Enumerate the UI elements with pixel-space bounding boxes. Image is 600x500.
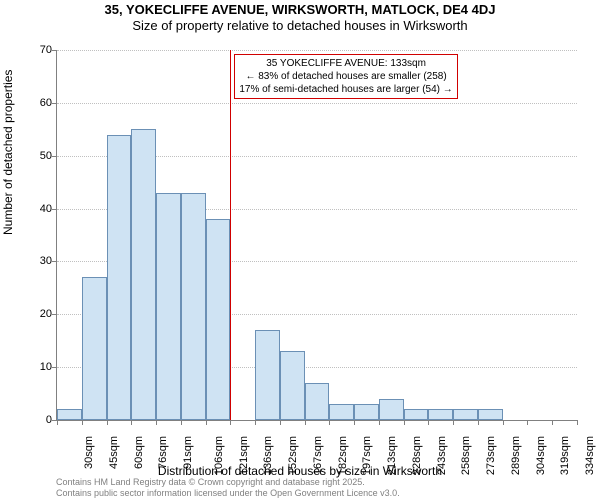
xtick-mark bbox=[379, 420, 380, 425]
gridline bbox=[57, 50, 577, 51]
histogram-bar bbox=[453, 409, 478, 420]
histogram-bar bbox=[280, 351, 305, 420]
footer-line2: Contains public sector information licen… bbox=[56, 488, 400, 499]
ytick-label: 50 bbox=[12, 150, 52, 162]
xtick-mark bbox=[527, 420, 528, 425]
gridline bbox=[57, 103, 577, 104]
xtick-mark bbox=[428, 420, 429, 425]
ytick-mark bbox=[52, 50, 57, 51]
xtick-mark bbox=[82, 420, 83, 425]
histogram-bar bbox=[428, 409, 453, 420]
plot-area: 35 YOKECLIFFE AVENUE: 133sqm← 83% of det… bbox=[56, 50, 577, 421]
xtick-mark bbox=[453, 420, 454, 425]
chart-subtitle: Size of property relative to detached ho… bbox=[0, 18, 600, 33]
histogram-bar bbox=[255, 330, 280, 420]
xtick-mark bbox=[478, 420, 479, 425]
xtick-mark bbox=[255, 420, 256, 425]
xtick-mark bbox=[329, 420, 330, 425]
chart-title: 35, YOKECLIFFE AVENUE, WIRKSWORTH, MATLO… bbox=[0, 2, 600, 17]
ytick-label: 20 bbox=[12, 308, 52, 320]
xtick-mark bbox=[552, 420, 553, 425]
x-axis-label: Distribution of detached houses by size … bbox=[0, 464, 600, 478]
histogram-bar bbox=[181, 193, 206, 420]
ytick-label: 10 bbox=[12, 361, 52, 373]
xtick-mark bbox=[107, 420, 108, 425]
xtick-mark bbox=[577, 420, 578, 425]
histogram-bar bbox=[206, 219, 231, 420]
histogram-bar bbox=[329, 404, 354, 420]
xtick-mark bbox=[305, 420, 306, 425]
xtick-mark bbox=[156, 420, 157, 425]
annotation-line2: ← 83% of detached houses are smaller (25… bbox=[239, 70, 452, 83]
xtick-mark bbox=[280, 420, 281, 425]
annotation-box: 35 YOKECLIFFE AVENUE: 133sqm← 83% of det… bbox=[234, 54, 457, 99]
reference-line bbox=[230, 50, 231, 420]
xtick-mark bbox=[230, 420, 231, 425]
ytick-label: 30 bbox=[12, 255, 52, 267]
ytick-label: 60 bbox=[12, 97, 52, 109]
annotation-line1: 35 YOKECLIFFE AVENUE: 133sqm bbox=[239, 57, 452, 70]
histogram-bar bbox=[404, 409, 429, 420]
ytick-label: 0 bbox=[12, 414, 52, 426]
chart-container: 35, YOKECLIFFE AVENUE, WIRKSWORTH, MATLO… bbox=[0, 0, 600, 500]
xtick-mark bbox=[354, 420, 355, 425]
histogram-bar bbox=[156, 193, 181, 420]
histogram-bar bbox=[354, 404, 379, 420]
xtick-mark bbox=[181, 420, 182, 425]
histogram-bar bbox=[379, 399, 404, 420]
ytick-label: 40 bbox=[12, 203, 52, 215]
annotation-line3: 17% of semi-detached houses are larger (… bbox=[239, 83, 452, 96]
histogram-bar bbox=[131, 129, 156, 420]
ytick-mark bbox=[52, 314, 57, 315]
ytick-mark bbox=[52, 103, 57, 104]
ytick-mark bbox=[52, 261, 57, 262]
footer-attribution: Contains HM Land Registry data © Crown c… bbox=[56, 477, 400, 499]
histogram-bar bbox=[82, 277, 107, 420]
title-block: 35, YOKECLIFFE AVENUE, WIRKSWORTH, MATLO… bbox=[0, 2, 600, 33]
xtick-mark bbox=[404, 420, 405, 425]
ytick-mark bbox=[52, 209, 57, 210]
histogram-bar bbox=[478, 409, 503, 420]
ytick-label: 70 bbox=[12, 44, 52, 56]
xtick-mark bbox=[503, 420, 504, 425]
footer-line1: Contains HM Land Registry data © Crown c… bbox=[56, 477, 400, 488]
histogram-bar bbox=[57, 409, 82, 420]
ytick-mark bbox=[52, 367, 57, 368]
histogram-bar bbox=[305, 383, 330, 420]
histogram-bar bbox=[107, 135, 132, 420]
ytick-mark bbox=[52, 156, 57, 157]
xtick-mark bbox=[57, 420, 58, 425]
xtick-mark bbox=[131, 420, 132, 425]
xtick-mark bbox=[206, 420, 207, 425]
